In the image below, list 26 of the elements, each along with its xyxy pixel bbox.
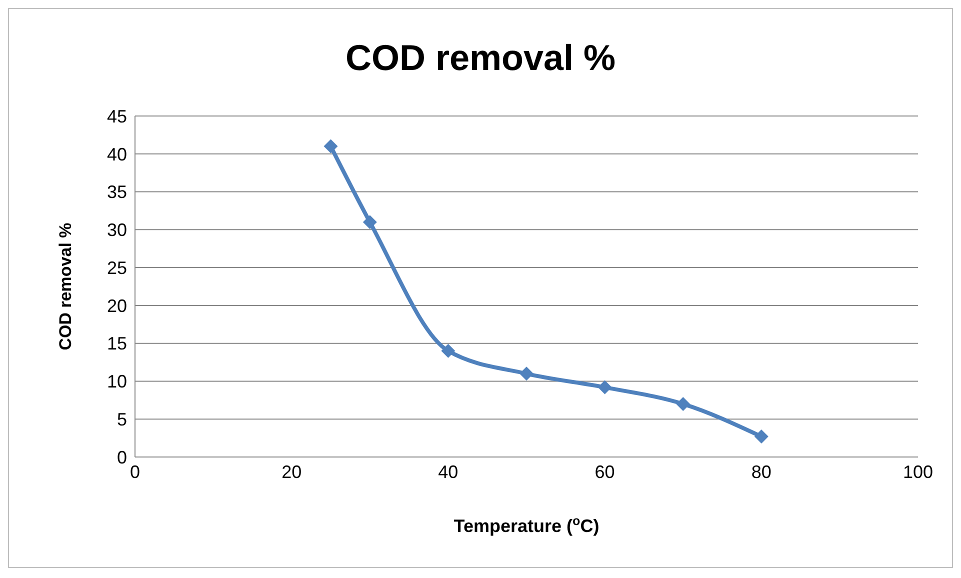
- y-tick-label: 40: [106, 144, 127, 164]
- point: [362, 215, 377, 230]
- y-tick-label: 15: [106, 334, 127, 354]
- x-tick-label: 40: [438, 462, 458, 482]
- y-tick-label: 20: [106, 296, 127, 316]
- y-tick-label: 45: [106, 106, 127, 126]
- point: [754, 430, 768, 444]
- x-tick-label: 20: [282, 462, 302, 482]
- x-tick-label: 0: [130, 462, 140, 482]
- y-tick-label: 5: [116, 410, 127, 430]
- y-tick-label: 10: [106, 372, 127, 392]
- x-axis-title: Temperature ($^{o}$C): [454, 514, 600, 536]
- chart-title: COD removal %: [344, 37, 617, 79]
- y-tick-label: 0: [116, 447, 127, 468]
- point: [676, 396, 690, 411]
- y-axis-title: COD removal %: [56, 222, 75, 350]
- point: [520, 366, 534, 381]
- x-tick-label: 100: [902, 462, 934, 482]
- point: [598, 380, 612, 394]
- x-tick-label: 80: [751, 462, 772, 482]
- y-tick-label: 35: [106, 182, 127, 202]
- point: [441, 344, 456, 358]
- y-tick-label: 30: [106, 220, 127, 240]
- x-tick-label: 60: [594, 462, 615, 482]
- y-tick-label: 25: [106, 258, 127, 278]
- point: [324, 139, 338, 154]
